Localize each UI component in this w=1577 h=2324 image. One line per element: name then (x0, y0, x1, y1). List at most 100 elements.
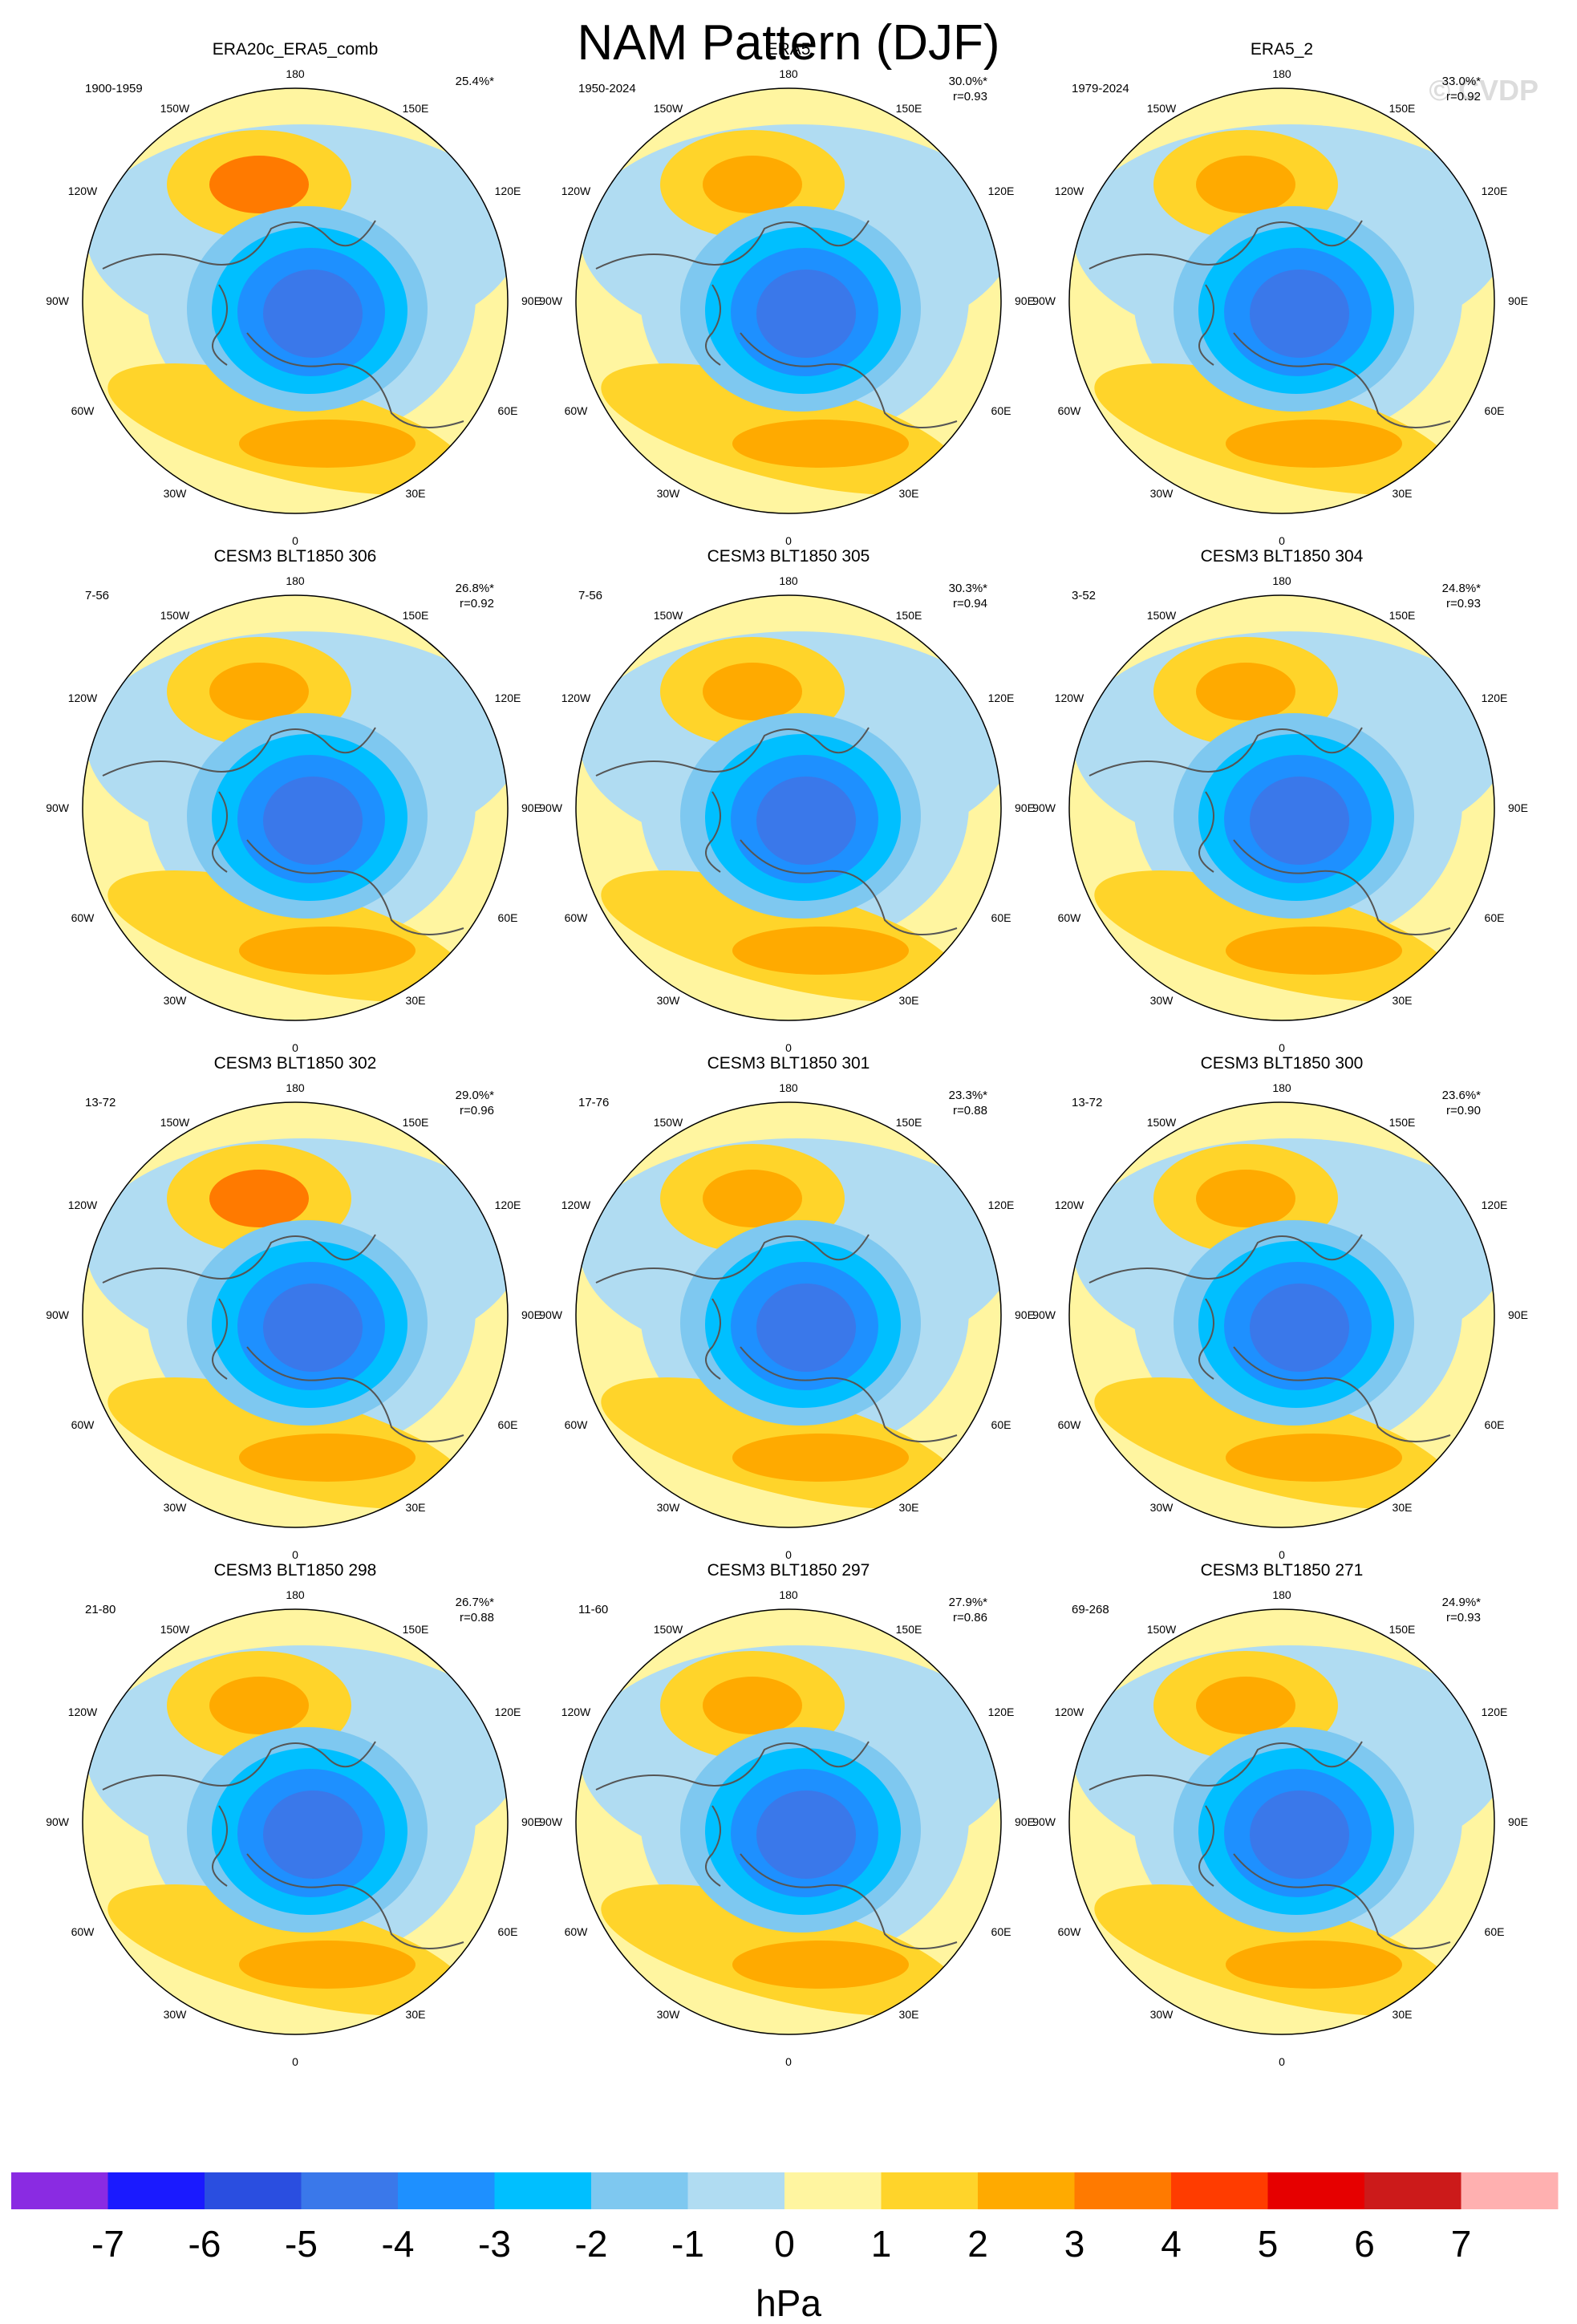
longitude-label: 0 (292, 2055, 298, 2068)
colorbar-swatch (108, 2172, 205, 2209)
longitude-label: 150W (654, 102, 683, 115)
panel-years: 7-56 (85, 589, 109, 602)
longitude-label: 120E (988, 1705, 1015, 1718)
longitude-label: 150W (1147, 102, 1177, 115)
map-panel: CESM3 BLT1850 30213-7229.0%*r=0.96180150… (46, 1054, 541, 1561)
longitude-label: 30E (899, 2008, 919, 2021)
map-panel: CESM3 BLT1850 30013-7223.6%*r=0.90180150… (1032, 1054, 1528, 1561)
panel-correlation: r=0.86 (953, 1611, 987, 1624)
longitude-label: 90E (1508, 294, 1528, 307)
colorbar-swatch (591, 2172, 688, 2209)
arctic-negative-core (756, 777, 856, 865)
atlantic-positive-core (732, 1941, 909, 1989)
longitude-label: 0 (785, 2055, 792, 2068)
map-panel: ERA51950-202430.0%*r=0.93180150E120E90E6… (539, 40, 1035, 547)
longitude-label: 120W (1055, 692, 1084, 704)
panel-years: 3-52 (1072, 589, 1096, 602)
colorbar-tick-label: 7 (1425, 2222, 1498, 2265)
longitude-label: 60W (1058, 1925, 1082, 1938)
longitude-label: 150W (1147, 1116, 1177, 1129)
colorbar-swatch (688, 2172, 785, 2209)
longitude-label: 60E (991, 911, 1011, 924)
panel-variance: 23.3%* (949, 1089, 988, 1102)
longitude-label: 30W (164, 994, 188, 1007)
map-panel: CESM3 BLT1850 29711-6027.9%*r=0.86180150… (539, 1561, 1035, 2068)
longitude-label: 120W (1055, 185, 1084, 197)
panel-title: ERA20c_ERA5_comb (213, 40, 379, 59)
atlantic-positive-core (1226, 927, 1402, 975)
longitude-label: 60E (1485, 1418, 1505, 1431)
arctic-negative-core (756, 1791, 856, 1879)
longitude-label: 90E (1508, 801, 1528, 814)
longitude-label: 60W (565, 404, 589, 417)
atlantic-positive-core (1226, 420, 1402, 468)
longitude-label: 120E (495, 1705, 521, 1718)
longitude-label: 30E (1393, 994, 1413, 1007)
longitude-label: 120W (1055, 1199, 1084, 1211)
colorbar-tick-label: -3 (459, 2222, 531, 2265)
longitude-label: 150E (896, 609, 922, 622)
arctic-negative-core (263, 270, 363, 358)
panel-years: 21-80 (85, 1603, 116, 1616)
longitude-label: 90E (1508, 1308, 1528, 1321)
longitude-label: 150E (403, 609, 429, 622)
panel-years: 1900-1959 (85, 82, 143, 95)
longitude-label: 180 (286, 574, 305, 587)
panel-correlation: r=0.93 (1446, 597, 1481, 610)
longitude-label: 30W (657, 994, 681, 1007)
longitude-label: 60E (498, 911, 518, 924)
pacific-positive-core (209, 156, 309, 213)
pacific-positive-core (703, 156, 802, 213)
longitude-label: 60E (1485, 911, 1505, 924)
longitude-label: 30W (1150, 1501, 1174, 1514)
longitude-label: 150E (896, 1623, 922, 1636)
longitude-label: 30E (406, 487, 426, 500)
longitude-label: 90W (1032, 801, 1056, 814)
longitude-label: 90E (521, 294, 541, 307)
panel-correlation: r=0.93 (1446, 1611, 1481, 1624)
panel-years: 11-60 (578, 1603, 608, 1616)
longitude-label: 30E (899, 994, 919, 1007)
longitude-label: 30W (657, 1501, 681, 1514)
panel-years: 17-76 (578, 1096, 609, 1109)
longitude-label: 0 (785, 1548, 792, 1561)
longitude-label: 60W (565, 1418, 589, 1431)
arctic-negative-core (756, 270, 856, 358)
longitude-label: 180 (779, 67, 798, 80)
pacific-positive-core (209, 1677, 309, 1734)
longitude-label: 150W (160, 609, 190, 622)
colorbar-tick-label: 1 (845, 2222, 918, 2265)
colorbar-swatch (1075, 2172, 1172, 2209)
panel-years: 13-72 (85, 1096, 116, 1109)
longitude-label: 90E (521, 801, 541, 814)
longitude-label: 180 (779, 1588, 798, 1601)
panel-title: CESM3 BLT1850 306 (214, 547, 377, 566)
longitude-label: 0 (1279, 1041, 1285, 1054)
colorbar-tick-label: -4 (362, 2222, 434, 2265)
panel-title: CESM3 BLT1850 304 (1201, 547, 1364, 566)
longitude-label: 120E (1482, 185, 1508, 197)
longitude-label: 150E (1389, 609, 1416, 622)
panel-years: 69-268 (1072, 1603, 1109, 1616)
longitude-label: 90E (1015, 1815, 1035, 1828)
longitude-label: 120E (988, 692, 1015, 704)
panel-years: 1979-2024 (1072, 82, 1129, 95)
pacific-positive-core (209, 663, 309, 720)
pacific-positive-core (703, 1677, 802, 1734)
panel-title: ERA5 (767, 40, 811, 59)
longitude-label: 30E (899, 1501, 919, 1514)
panel-title: CESM3 BLT1850 302 (214, 1054, 377, 1073)
longitude-label: 90W (1032, 1308, 1056, 1321)
longitude-label: 0 (292, 534, 298, 547)
colorbar-tick-label: -6 (168, 2222, 241, 2265)
longitude-label: 30E (406, 994, 426, 1007)
colorbar-tick-label: -5 (266, 2222, 338, 2265)
longitude-label: 120W (68, 1705, 98, 1718)
panel-title: CESM3 BLT1850 300 (1201, 1054, 1364, 1073)
longitude-label: 150W (1147, 609, 1177, 622)
longitude-label: 60W (1058, 911, 1082, 924)
atlantic-positive-core (239, 927, 416, 975)
colorbar-swatch (398, 2172, 495, 2209)
map-panel: CESM3 BLT1850 301 17-76 23.3%* r=0.88 180 150… (539, 1054, 1035, 1561)
panel-correlation: r=0.92 (460, 597, 494, 610)
